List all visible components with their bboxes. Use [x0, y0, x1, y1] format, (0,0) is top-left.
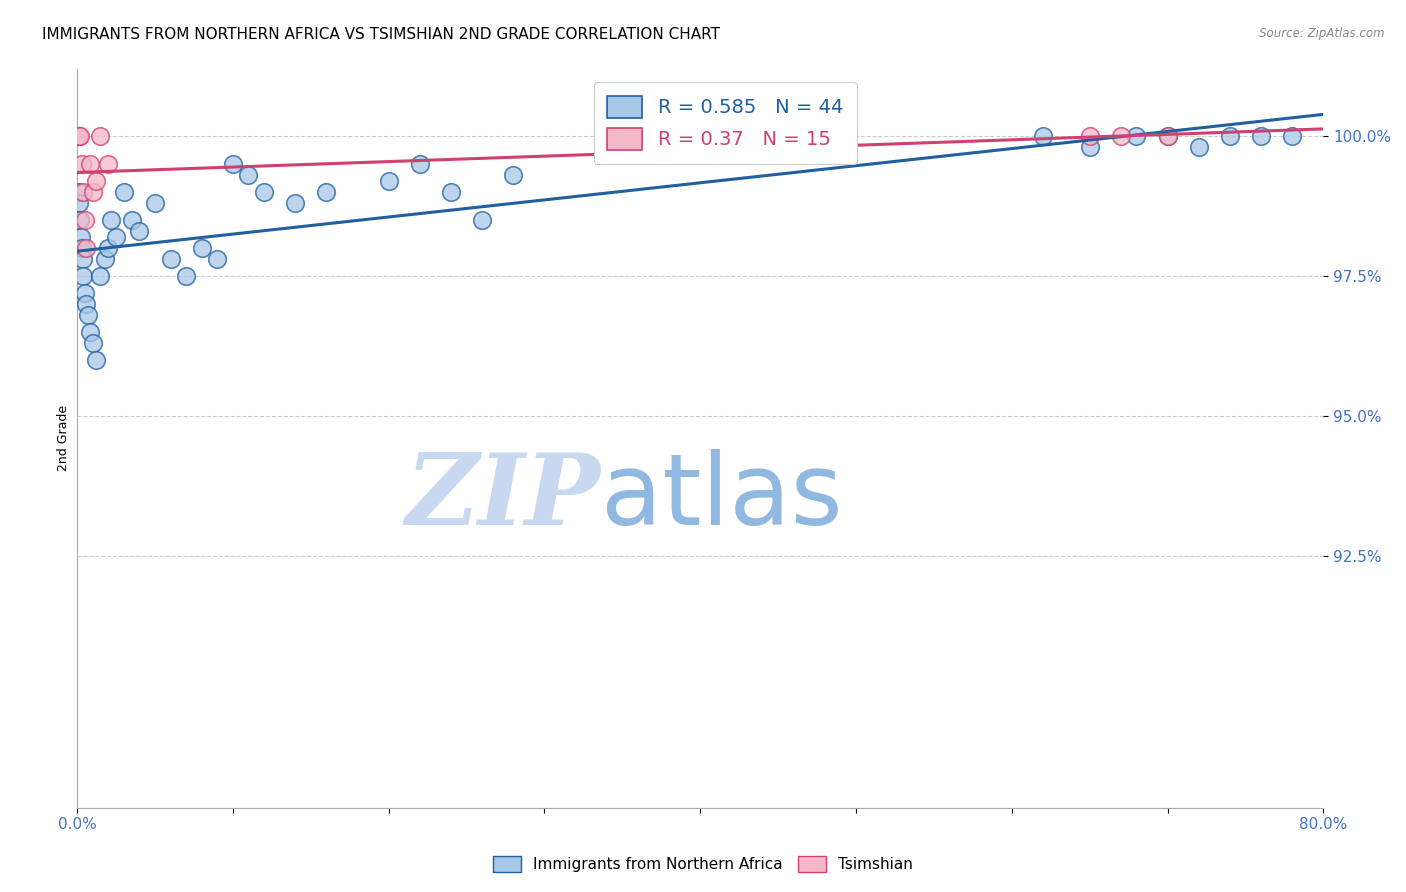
Point: [315, 185, 337, 199]
Point: [502, 168, 524, 182]
Point: [79, 157, 101, 171]
Point: [1281, 128, 1303, 143]
Point: [72, 185, 94, 199]
Point: [70, 229, 93, 244]
Point: [284, 195, 307, 210]
Point: [1032, 128, 1054, 143]
Text: Source: ZipAtlas.com: Source: ZipAtlas.com: [1260, 27, 1385, 40]
Point: [440, 185, 463, 199]
Point: [174, 268, 197, 283]
Point: [1156, 128, 1178, 143]
Text: atlas: atlas: [600, 449, 842, 546]
Point: [89, 268, 111, 283]
Point: [253, 185, 276, 199]
Point: [377, 173, 399, 187]
Point: [97, 157, 120, 171]
Point: [84, 173, 107, 187]
Point: [159, 252, 181, 266]
Point: [69, 128, 91, 143]
Point: [1219, 128, 1241, 143]
Point: [190, 241, 212, 255]
Point: [89, 128, 111, 143]
Point: [1109, 128, 1132, 143]
Point: [72, 268, 94, 283]
Point: [238, 168, 260, 182]
Point: [100, 212, 122, 227]
Point: [73, 285, 96, 300]
Point: [143, 195, 166, 210]
Point: [79, 325, 101, 339]
Point: [67, 128, 90, 143]
Point: [105, 229, 128, 244]
Point: [1078, 128, 1101, 143]
Point: [70, 241, 93, 255]
Point: [1078, 140, 1101, 154]
Y-axis label: 2nd Grade: 2nd Grade: [58, 405, 70, 471]
Point: [222, 157, 245, 171]
Point: [82, 335, 104, 350]
Legend: R = 0.585   N = 44, R = 0.37   N = 15: R = 0.585 N = 44, R = 0.37 N = 15: [593, 82, 856, 164]
Point: [1156, 128, 1178, 143]
Point: [69, 195, 91, 210]
Point: [69, 128, 91, 143]
Point: [77, 308, 100, 322]
Point: [1188, 140, 1211, 154]
Point: [72, 252, 94, 266]
Point: [409, 157, 432, 171]
Legend: Immigrants from Northern Africa, Tsimshian: Immigrants from Northern Africa, Tsimshi…: [485, 848, 921, 880]
Point: [112, 185, 135, 199]
Text: IMMIGRANTS FROM NORTHERN AFRICA VS TSIMSHIAN 2ND GRADE CORRELATION CHART: IMMIGRANTS FROM NORTHERN AFRICA VS TSIMS…: [42, 27, 720, 42]
Point: [1125, 128, 1147, 143]
Point: [67, 185, 90, 199]
Point: [97, 241, 120, 255]
Point: [128, 224, 150, 238]
Point: [471, 212, 494, 227]
Point: [69, 212, 91, 227]
Point: [82, 185, 104, 199]
Point: [121, 212, 143, 227]
Text: ZIP: ZIP: [405, 449, 600, 546]
Point: [1250, 128, 1272, 143]
Point: [73, 212, 96, 227]
Point: [84, 352, 107, 367]
Point: [76, 241, 98, 255]
Point: [70, 157, 93, 171]
Point: [207, 252, 229, 266]
Point: [76, 296, 98, 310]
Point: [94, 252, 117, 266]
